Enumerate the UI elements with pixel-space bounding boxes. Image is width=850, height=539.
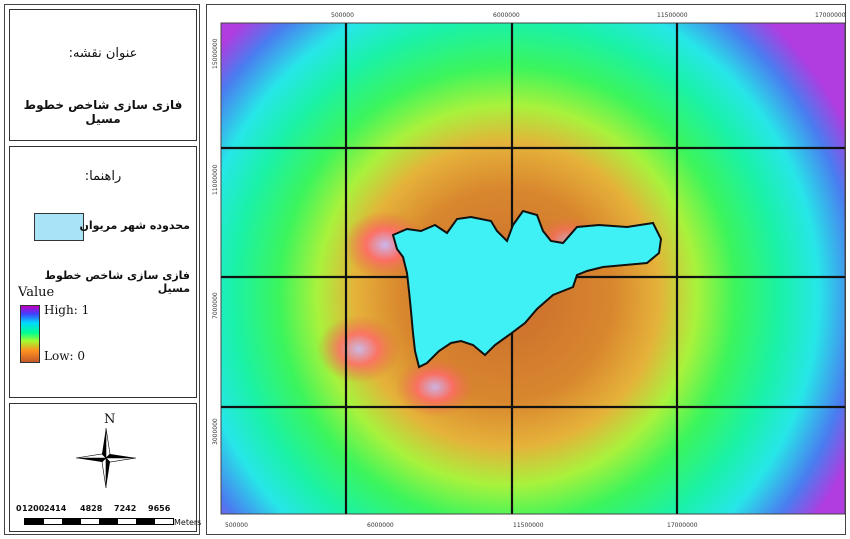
city-boundary-polygon [391, 209, 663, 369]
tick-label: 15000000 [212, 38, 219, 69]
tick-label: 6000000 [493, 12, 520, 19]
left-ticks: 15000000 11000000 7000000 3000000 [212, 38, 219, 445]
map-title-text: فازی سازی شاخص خطوط مسیل [23, 98, 183, 126]
tick-label: 11500000 [513, 522, 544, 529]
raster-legend-title: فازی سازی شاخص خطوط مسیل [44, 269, 190, 295]
map-frame: 500000 6000000 11500000 17000000 500000 … [206, 4, 846, 535]
fuzzy-raster-map: 500000 6000000 11500000 17000000 500000 … [212, 12, 846, 529]
north-arrow-compass-icon [75, 427, 137, 489]
scale-label: 1200 [22, 504, 45, 513]
legend-column: عنوان نقشه: فازی سازی شاخص خطوط مسیل راه… [4, 4, 201, 535]
scale-label: 9656 [148, 504, 171, 513]
tick-label: 11500000 [657, 12, 688, 19]
tick-label: 17000000 [815, 12, 846, 19]
bottom-ticks: 500000 6000000 11500000 17000000 [225, 522, 698, 529]
tick-label: 6000000 [367, 522, 394, 529]
tick-label: 500000 [225, 522, 248, 529]
tick-label: 17000000 [667, 522, 698, 529]
scale-bar [24, 518, 174, 525]
north-label: N [104, 412, 116, 427]
legend-panel: راهنما: محدوده شهر مریوان فازی سازی شاخص… [9, 146, 197, 398]
tick-label: 11000000 [212, 164, 219, 195]
scale-label: 7242 [114, 504, 137, 513]
map-title-heading: عنوان نقشه: [68, 46, 138, 61]
tick-label: 3000000 [212, 418, 219, 445]
city-boundary-label: محدوده شهر مریوان [79, 219, 191, 232]
north-scale-panel: N 0 1200 2414 4828 7242 9656 Meters [9, 403, 201, 532]
top-ticks: 500000 6000000 11500000 17000000 [331, 12, 846, 19]
tick-label: 7000000 [212, 292, 219, 319]
city-boundary-swatch [34, 213, 84, 241]
raster-value-label: Value [18, 285, 55, 300]
scale-unit: Meters [174, 518, 202, 527]
scale-label: 0 [16, 504, 22, 513]
scale-label: 2414 [44, 504, 67, 513]
color-ramp-swatch [20, 305, 40, 363]
scale-label: 4828 [80, 504, 103, 513]
high-value-label: High: 1 [44, 303, 90, 317]
map-title-panel: عنوان نقشه: فازی سازی شاخص خطوط مسیل [9, 9, 197, 141]
low-value-label: Low: 0 [44, 349, 85, 363]
tick-label: 500000 [331, 12, 354, 19]
legend-heading: راهنما: [84, 169, 122, 184]
